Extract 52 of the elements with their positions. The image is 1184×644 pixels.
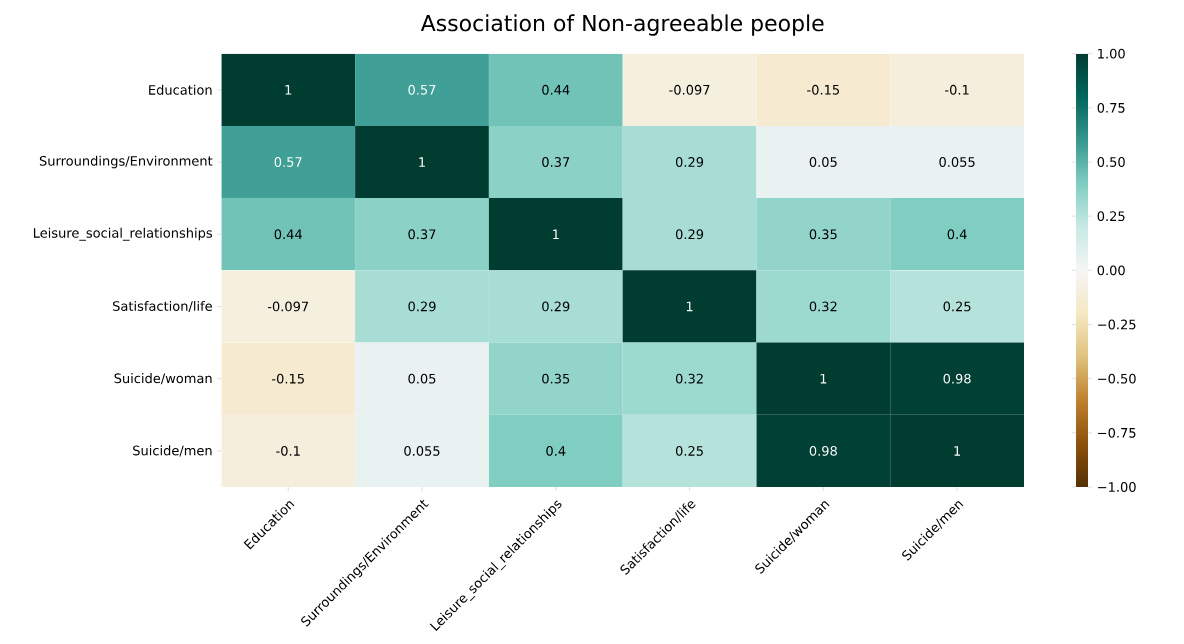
data-label: 0.98 — [943, 373, 971, 384]
data-label: 1 — [954, 446, 961, 456]
color-bar-label: −1.00 — [1098, 482, 1136, 492]
data-label: 0.98 — [809, 445, 837, 456]
data-label: 0.4 — [947, 229, 967, 240]
data-label: 1 — [553, 229, 559, 239]
data-label: 0.32 — [809, 301, 837, 312]
data-label: -0.1 — [276, 445, 300, 456]
data-label: 0.57 — [408, 84, 436, 95]
data-label: 0.44 — [542, 84, 570, 95]
color-bar-label: −0.50 — [1098, 373, 1136, 384]
color-bar-label: −0.75 — [1098, 427, 1136, 438]
data-label: 0.25 — [675, 445, 703, 456]
data-label: -0.1 — [945, 84, 969, 95]
data-label: 1 — [820, 373, 827, 384]
data-label: -0.15 — [272, 373, 304, 384]
data-label: 0.055 — [404, 445, 440, 456]
data-label: 0.32 — [675, 373, 703, 384]
color-bar-label: 0.75 — [1097, 102, 1125, 113]
data-label: -0.15 — [807, 84, 840, 95]
y-tick-label: Surroundings/Environment — [39, 155, 213, 169]
data-label: 0.44 — [274, 229, 302, 240]
data-label: -0.097 — [267, 301, 309, 312]
data-label: 0.37 — [542, 157, 570, 167]
y-tick-label: Suicide/woman — [114, 373, 212, 385]
data-label: 0.37 — [408, 229, 436, 240]
data-label: -0.097 — [669, 84, 710, 95]
y-tick-label: Suicide/men — [133, 445, 212, 457]
data-label: 0.055 — [939, 157, 975, 167]
data-label: 1 — [686, 301, 693, 312]
color-bar-label: −0.25 — [1098, 319, 1136, 330]
data-label: 0.35 — [809, 229, 837, 240]
y-tick-label: Leisure_social_relationships — [33, 227, 213, 241]
color-bar-label: 0.00 — [1097, 265, 1125, 276]
chart-title: Association of Non-agreeable people — [420, 14, 824, 36]
data-label: 0.57 — [274, 157, 302, 167]
data-label: 0.05 — [408, 373, 436, 384]
data-label: 0.29 — [542, 301, 570, 312]
data-label: 0.29 — [675, 157, 704, 167]
y-tick-label: Satisfaction/life — [113, 300, 212, 312]
data-label: 1 — [419, 157, 425, 167]
data-label: 0.25 — [943, 301, 971, 312]
data-label: 0.29 — [675, 229, 704, 240]
data-label: 0.05 — [809, 157, 837, 167]
data-label: 0.4 — [546, 445, 566, 456]
data-label: 1 — [285, 85, 292, 95]
y-tick-label: Education — [149, 84, 212, 95]
color-bar-label: 0.25 — [1097, 211, 1125, 222]
data-label: 0.29 — [408, 301, 436, 312]
data-label: 0.35 — [542, 373, 570, 384]
color-bar-label: 1.00 — [1098, 48, 1125, 59]
color-bar-label: 0.50 — [1097, 157, 1125, 167]
